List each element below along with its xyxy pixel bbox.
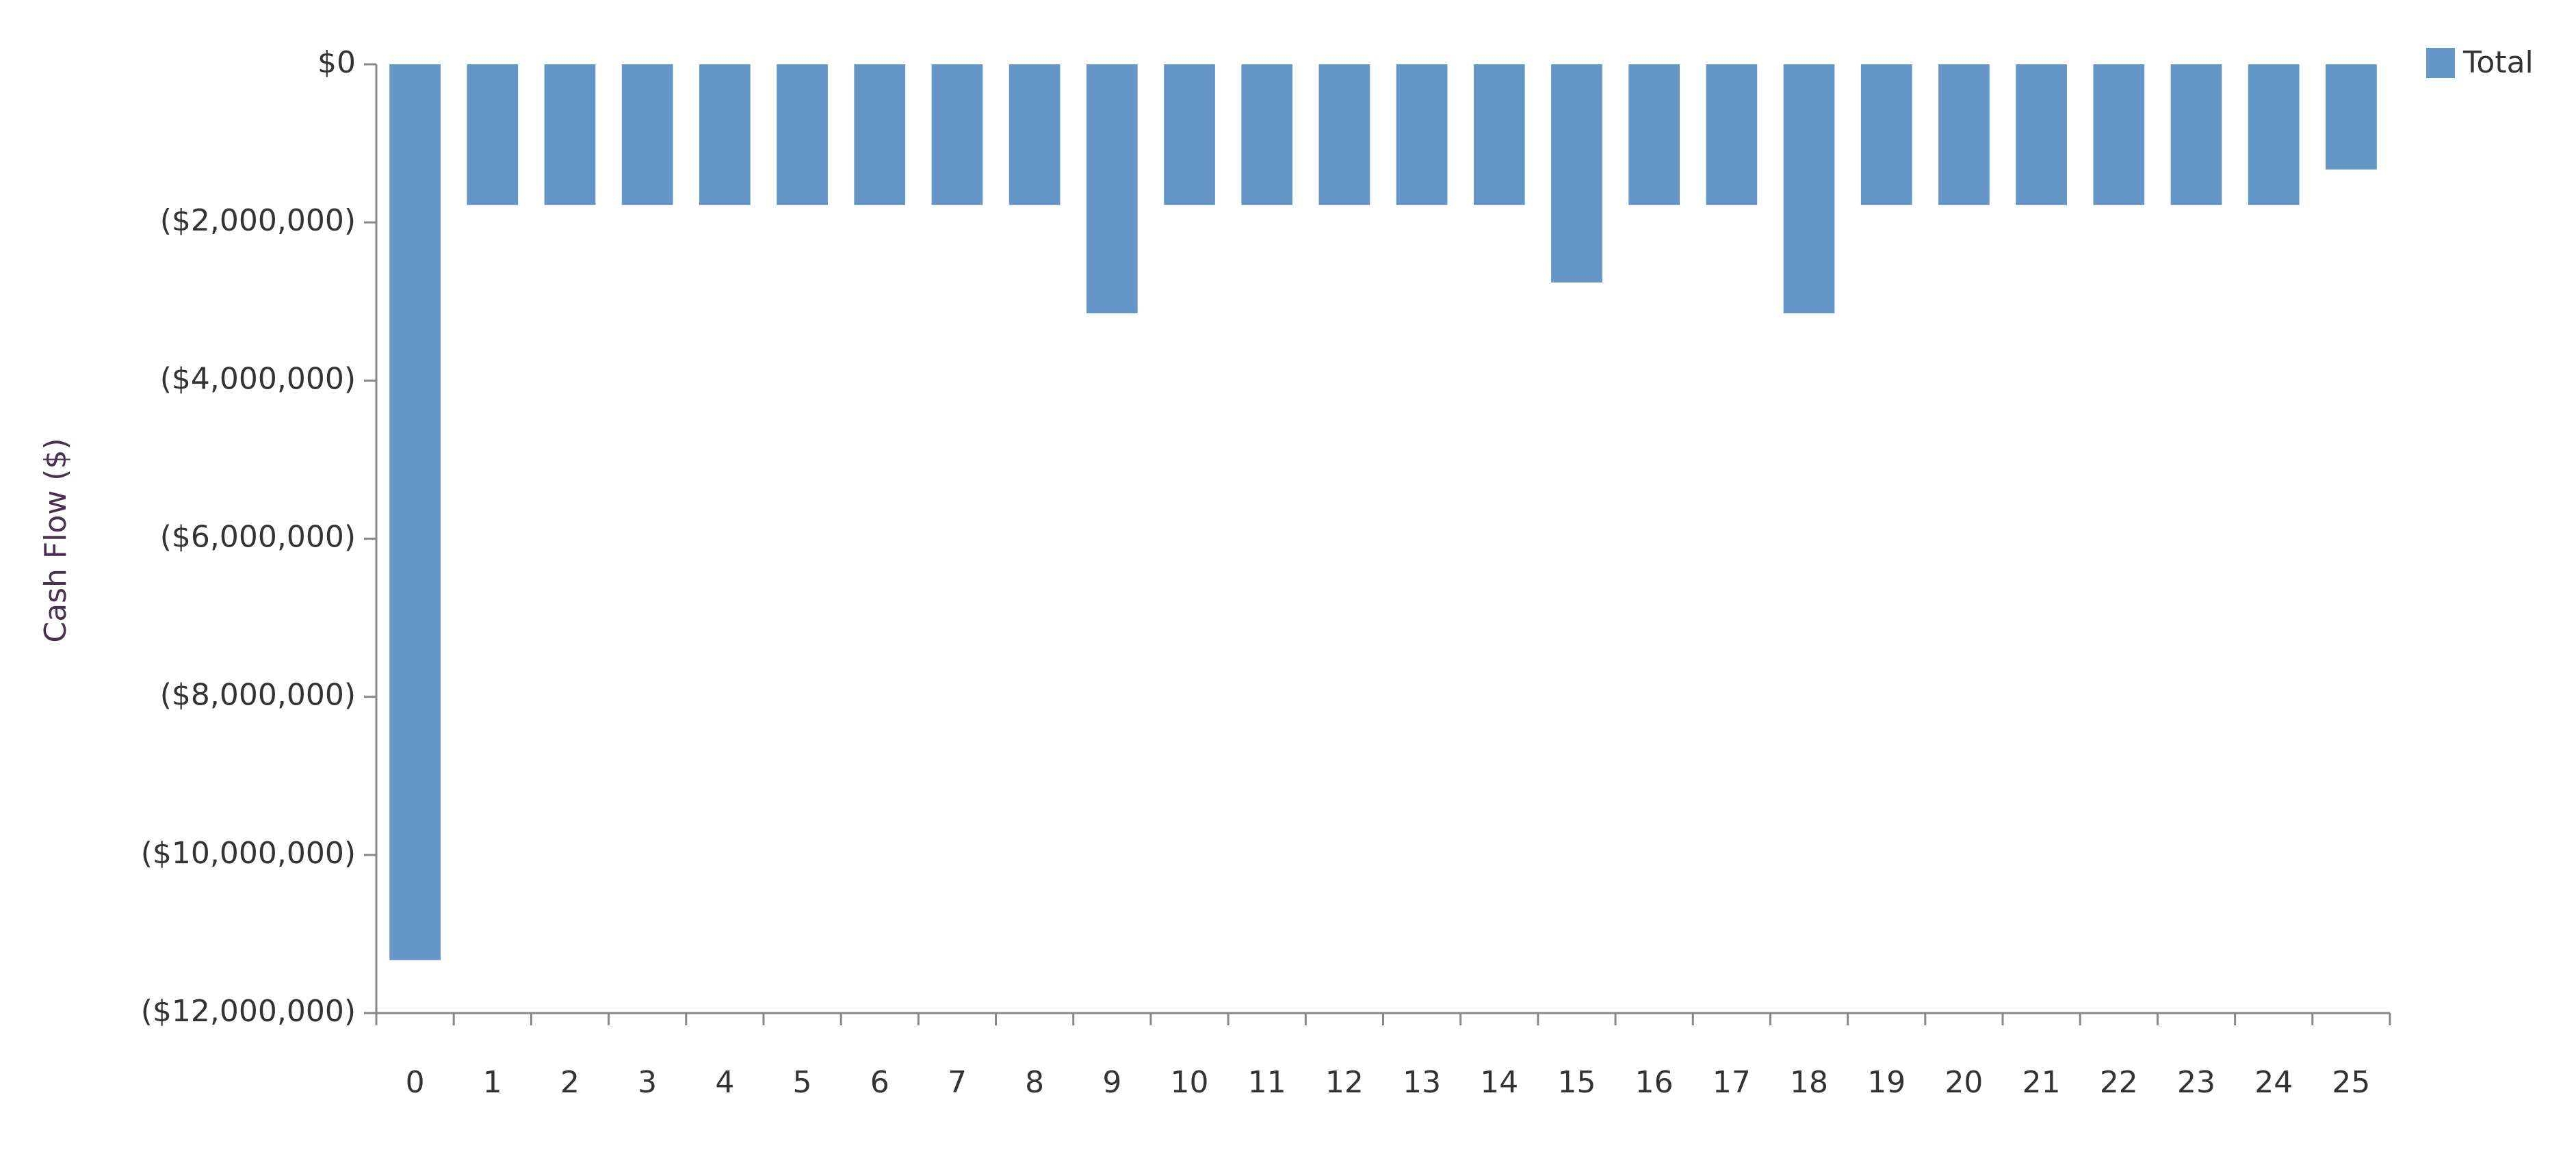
x-tick-label: 25 bbox=[2332, 1065, 2370, 1100]
bar bbox=[777, 64, 828, 205]
bar bbox=[2170, 64, 2222, 205]
x-tick-label: 17 bbox=[1713, 1065, 1751, 1100]
x-tick-label: 0 bbox=[406, 1065, 425, 1100]
bar bbox=[1164, 64, 1215, 205]
bar bbox=[931, 64, 983, 205]
x-tick-label: 22 bbox=[2100, 1065, 2138, 1100]
y-tick-label: ($8,000,000) bbox=[160, 678, 356, 713]
bar bbox=[1551, 64, 1602, 283]
bar bbox=[1318, 64, 1370, 205]
bar bbox=[389, 64, 441, 960]
bar bbox=[2016, 64, 2067, 205]
x-tick-label: 4 bbox=[715, 1065, 734, 1100]
x-tick-label: 9 bbox=[1102, 1065, 1121, 1100]
legend-swatch bbox=[2426, 48, 2455, 78]
bar bbox=[854, 64, 906, 205]
x-tick-label: 24 bbox=[2254, 1065, 2293, 1100]
y-tick-label: ($2,000,000) bbox=[160, 203, 356, 238]
x-tick-label: 2 bbox=[560, 1065, 580, 1100]
y-tick-label: ($10,000,000) bbox=[141, 836, 356, 871]
bar bbox=[1473, 64, 1525, 205]
x-tick-label: 8 bbox=[1025, 1065, 1044, 1100]
x-tick-label: 11 bbox=[1248, 1065, 1286, 1100]
bar bbox=[1396, 64, 1448, 205]
bar bbox=[1706, 64, 1758, 205]
x-tick-label: 18 bbox=[1790, 1065, 1828, 1100]
y-tick-label: ($6,000,000) bbox=[160, 520, 356, 555]
y-tick-label: ($12,000,000) bbox=[141, 994, 356, 1029]
x-tick-label: 7 bbox=[948, 1065, 967, 1100]
bar bbox=[1241, 64, 1293, 205]
x-tick-label: 20 bbox=[1944, 1065, 1983, 1100]
bar bbox=[1086, 64, 1138, 314]
x-tick-label: 3 bbox=[638, 1065, 657, 1100]
x-tick-label: 23 bbox=[2177, 1065, 2215, 1100]
bar bbox=[621, 64, 673, 205]
bar bbox=[699, 64, 751, 205]
bar bbox=[2093, 64, 2145, 205]
bar bbox=[544, 64, 596, 205]
x-tick-label: 16 bbox=[1635, 1065, 1674, 1100]
x-tick-label: 14 bbox=[1480, 1065, 1518, 1100]
bar bbox=[1860, 64, 1912, 205]
y-tick-label: ($4,000,000) bbox=[160, 361, 356, 396]
bar bbox=[1938, 64, 1990, 205]
x-tick-label: 6 bbox=[870, 1065, 889, 1100]
x-tick-label: 19 bbox=[1867, 1065, 1905, 1100]
y-tick-label: $0 bbox=[317, 45, 356, 80]
bar bbox=[1009, 64, 1061, 205]
x-tick-label: 13 bbox=[1403, 1065, 1441, 1100]
x-tick-label: 21 bbox=[2022, 1065, 2061, 1100]
x-tick-label: 12 bbox=[1325, 1065, 1364, 1100]
legend-label: Total bbox=[2462, 45, 2534, 80]
x-tick-label: 15 bbox=[1557, 1065, 1596, 1100]
bar bbox=[1783, 64, 1835, 314]
bar bbox=[1628, 64, 1680, 205]
x-tick-label: 10 bbox=[1171, 1065, 1209, 1100]
x-tick-label: 1 bbox=[483, 1065, 502, 1100]
bar bbox=[467, 64, 519, 205]
bar bbox=[2248, 64, 2300, 205]
y-axis-title: Cash Flow ($) bbox=[38, 438, 73, 642]
x-tick-label: 5 bbox=[793, 1065, 812, 1100]
bar bbox=[2326, 64, 2377, 170]
